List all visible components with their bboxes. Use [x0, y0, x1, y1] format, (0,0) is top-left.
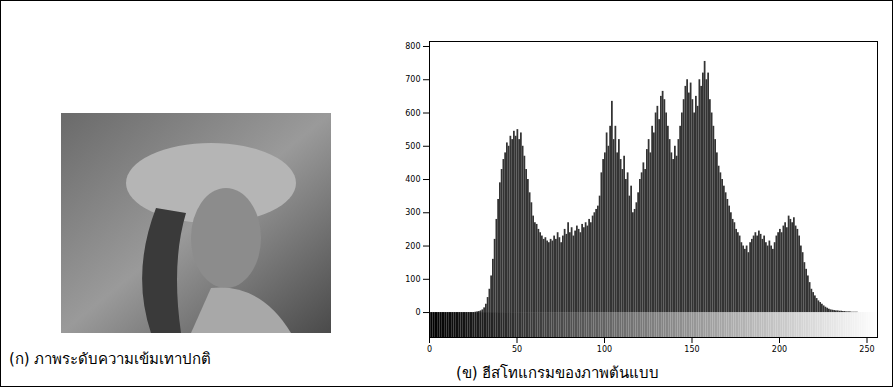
svg-text:200: 200 — [405, 242, 420, 251]
svg-text:700: 700 — [405, 75, 420, 84]
svg-text:100: 100 — [597, 345, 612, 354]
svg-text:800: 800 — [405, 42, 420, 51]
svg-text:50: 50 — [512, 345, 522, 354]
html-text:(ก) ภาพระดับความเข้มเทาปกติ: (ก) ภาพระดับความเข้มเทาปกติ — [9, 350, 212, 368]
svg-text:500: 500 — [405, 142, 420, 151]
svg-text:200: 200 — [772, 345, 787, 354]
svg-text:100: 100 — [405, 275, 420, 284]
html-text:(ข) ฮีสโทแกรมของภาพต้นแบบ: (ข) ฮีสโทแกรมของภาพต้นแบบ — [456, 364, 660, 382]
svg-text:600: 600 — [405, 109, 420, 118]
svg-text:250: 250 — [859, 345, 874, 354]
svg-text:150: 150 — [684, 345, 699, 354]
svg-text:0: 0 — [415, 308, 420, 317]
svg-text:0: 0 — [427, 345, 432, 354]
svg-text:400: 400 — [405, 175, 420, 184]
svg-text:300: 300 — [405, 208, 420, 217]
